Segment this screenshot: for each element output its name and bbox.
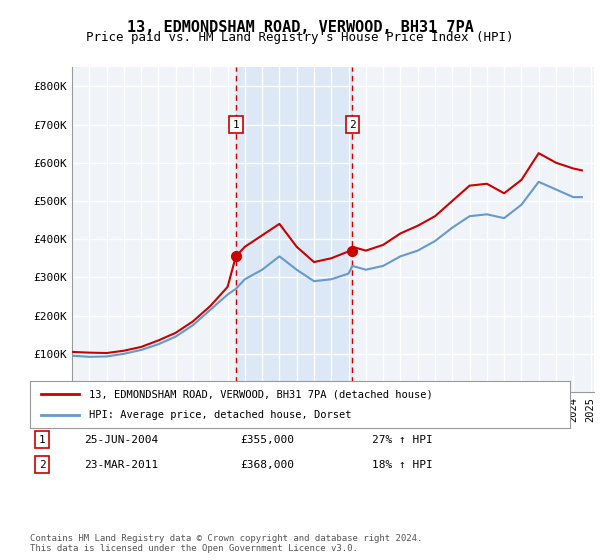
Text: Contains HM Land Registry data © Crown copyright and database right 2024.
This d: Contains HM Land Registry data © Crown c… [30, 534, 422, 553]
Text: 1: 1 [38, 435, 46, 445]
Text: £368,000: £368,000 [240, 460, 294, 470]
Text: 25-JUN-2004: 25-JUN-2004 [84, 435, 158, 445]
Text: 23-MAR-2011: 23-MAR-2011 [84, 460, 158, 470]
Text: £355,000: £355,000 [240, 435, 294, 445]
Bar [236, 67, 352, 392]
Text: 18% ↑ HPI: 18% ↑ HPI [372, 460, 433, 470]
Text: 13, EDMONDSHAM ROAD, VERWOOD, BH31 7PA: 13, EDMONDSHAM ROAD, VERWOOD, BH31 7PA [127, 20, 473, 35]
Text: 2: 2 [38, 460, 46, 470]
Text: 13, EDMONDSHAM ROAD, VERWOOD, BH31 7PA (detached house): 13, EDMONDSHAM ROAD, VERWOOD, BH31 7PA (… [89, 389, 433, 399]
Text: 27% ↑ HPI: 27% ↑ HPI [372, 435, 433, 445]
Text: 2: 2 [349, 119, 356, 129]
Text: HPI: Average price, detached house, Dorset: HPI: Average price, detached house, Dors… [89, 410, 352, 420]
Text: 1: 1 [232, 119, 239, 129]
Text: Price paid vs. HM Land Registry's House Price Index (HPI): Price paid vs. HM Land Registry's House … [86, 31, 514, 44]
